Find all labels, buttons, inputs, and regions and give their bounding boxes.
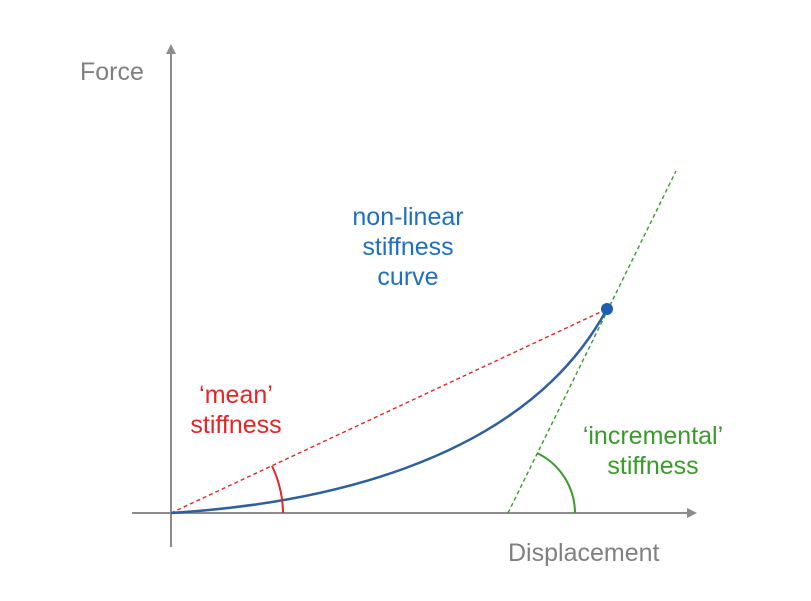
mean-label-line1: ‘mean’	[199, 381, 273, 409]
mean-angle-arc	[271, 465, 284, 514]
mean-stiffness-label: ‘mean’ stiffness	[170, 380, 302, 440]
incremental-label-line2: stiffness	[607, 452, 699, 480]
mean-stiffness-line	[170, 308, 608, 514]
x-axis-label: Displacement	[508, 539, 660, 567]
y-axis-label: Force	[80, 58, 144, 86]
mean-label-line2: stiffness	[190, 411, 282, 439]
curve-label-line1: non-linear	[352, 203, 464, 231]
incremental-angle-arc	[536, 452, 576, 514]
curve-label-line3: curve	[377, 263, 439, 291]
curve-label-line2: stiffness	[362, 233, 454, 261]
incremental-label-line1: ‘incremental’	[582, 422, 724, 450]
incremental-stiffness-line	[507, 170, 677, 514]
stiffness-curve	[170, 308, 609, 515]
incremental-stiffness-label: ‘incremental’ stiffness	[563, 421, 743, 481]
curve-label: non-linear stiffness curve	[320, 202, 496, 292]
curve-end-point	[601, 303, 613, 315]
